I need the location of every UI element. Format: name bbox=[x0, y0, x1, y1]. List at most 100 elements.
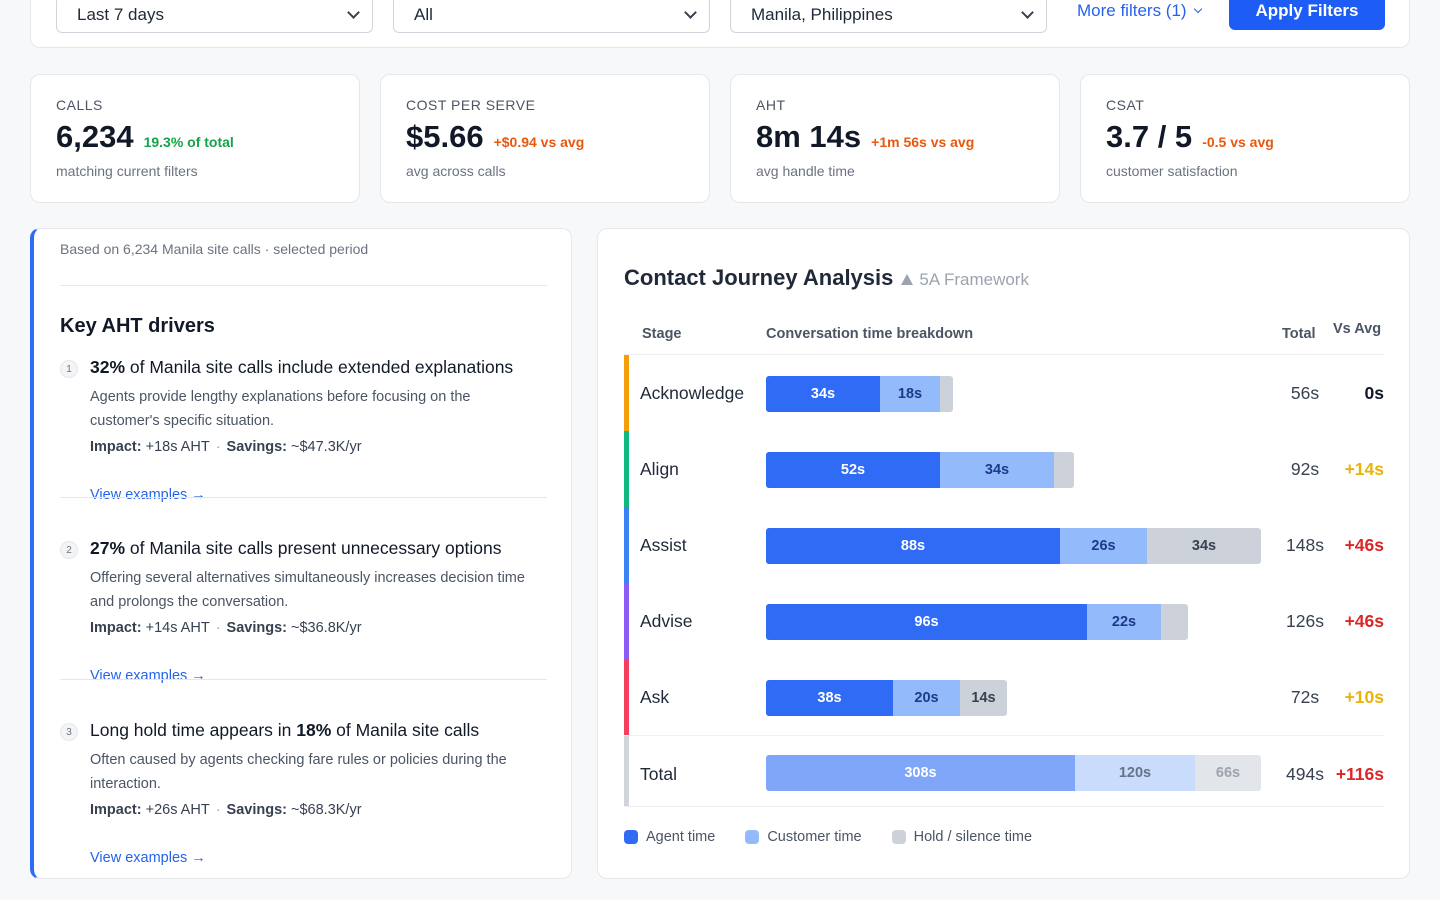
period-select-value: Last 7 days bbox=[77, 4, 164, 24]
site-select[interactable]: Manila, Philippines bbox=[730, 0, 1047, 33]
driver-headline-percent: 32% bbox=[90, 357, 126, 377]
legend-label: Hold / silence time bbox=[913, 829, 1033, 845]
apply-filters-button[interactable]: Apply Filters bbox=[1229, 0, 1385, 30]
driver-headline: 32% of Manila site calls include extende… bbox=[90, 357, 550, 378]
chevron-down-icon bbox=[1193, 4, 1202, 13]
stage-color-bar bbox=[624, 659, 629, 735]
driver-headline: Long hold time appears in 18% of Manila … bbox=[90, 720, 550, 741]
stage-name: Align bbox=[640, 459, 679, 479]
divider bbox=[60, 497, 547, 498]
driver-headline-prefix: Long hold time appears in bbox=[90, 720, 297, 740]
view-examples-link[interactable]: View examples → bbox=[90, 850, 206, 866]
driver-item: 2 27% of Manila site calls present unnece… bbox=[60, 538, 550, 685]
stage-total: 92s bbox=[1290, 459, 1320, 479]
legend-item: Hold / silence time bbox=[891, 829, 1033, 845]
kpi-value-row: $5.66 +$0.94 vs avg bbox=[406, 119, 684, 155]
stage-total: 494s bbox=[1286, 764, 1324, 784]
segment-select-value: All bbox=[414, 4, 433, 24]
legend-item: Customer time bbox=[745, 829, 862, 845]
impact-value: +18s AHT bbox=[145, 439, 210, 455]
divider bbox=[60, 285, 547, 286]
savings-value: ~$36.8K/yr bbox=[291, 620, 362, 636]
customer-time-segment: 18s bbox=[880, 376, 940, 412]
triangle-icon bbox=[901, 274, 914, 285]
col-header-stage: Stage bbox=[642, 326, 682, 342]
hold-time-segment bbox=[1161, 604, 1188, 640]
contact-journey-panel: Contact Journey Analysis 5A Framework St… bbox=[597, 228, 1410, 879]
kpi-value-row: 8m 14s +1m 56s vs avg bbox=[756, 119, 1034, 155]
separator-dot-icon: · bbox=[215, 620, 221, 636]
driver-headline-text: of Manila site calls include extended ex… bbox=[125, 357, 514, 377]
kpi-subtext: matching current filters bbox=[56, 163, 198, 179]
header-divider bbox=[624, 354, 1384, 355]
stage-total: 148s bbox=[1286, 535, 1324, 555]
kpi-card: COST PER SERVE $5.66 +$0.94 vs avg avg acro… bbox=[380, 74, 710, 203]
driver-headline-text: of Manila site calls bbox=[331, 720, 480, 740]
view-examples-link[interactable]: View examples → bbox=[90, 668, 206, 684]
kpi-card: CSAT 3.7 / 5 -0.5 vs avg customer satisfact… bbox=[1080, 74, 1410, 203]
kpi-delta: 19.3% of total bbox=[143, 134, 234, 150]
stage-row: Acknowledge 34s 18s 56s 0s bbox=[624, 355, 1384, 431]
stage-color-bar bbox=[624, 736, 629, 806]
stage-vs-avg: +14s bbox=[1344, 459, 1384, 479]
stage-row: Ask 38s 20s 14s 72s +10s bbox=[624, 659, 1384, 735]
kpi-delta: -0.5 vs avg bbox=[1202, 134, 1274, 150]
driver-description: Offering several alternatives simultaneo… bbox=[90, 570, 525, 610]
driver-headline: 27% of Manila site calls present unneces… bbox=[90, 538, 550, 559]
savings-label: Savings: bbox=[226, 439, 287, 455]
kpi-subtext: customer satisfaction bbox=[1106, 163, 1238, 179]
agent-time-segment: 308s bbox=[766, 755, 1075, 791]
divider bbox=[60, 679, 547, 680]
legend-swatch bbox=[624, 830, 638, 844]
segment-select[interactable]: All bbox=[393, 0, 710, 33]
stage-row: Align 52s 34s 92s +14s bbox=[624, 431, 1384, 507]
period-select[interactable]: Last 7 days bbox=[56, 0, 373, 33]
customer-time-segment: 34s bbox=[940, 452, 1054, 488]
hold-time-segment bbox=[1054, 452, 1074, 488]
journey-title-text: Contact Journey Analysis bbox=[624, 265, 894, 290]
journey-subtitle-text: 5A Framework bbox=[919, 269, 1029, 289]
kpi-card: AHT 8m 14s +1m 56s vs avg avg handle time bbox=[730, 74, 1060, 203]
stage-bar-chart: 52s 34s bbox=[766, 452, 1074, 488]
agent-time-segment: 88s bbox=[766, 528, 1060, 564]
stage-color-bar bbox=[624, 583, 629, 659]
kpi-delta: +$0.94 vs avg bbox=[493, 134, 585, 150]
more-filters-label: More filters (1) bbox=[1077, 1, 1187, 20]
journey-subtitle: 5A Framework bbox=[901, 270, 1029, 290]
driver-number-badge: 2 bbox=[60, 541, 78, 559]
driver-headline-percent: 18% bbox=[296, 720, 332, 740]
chevron-down-icon bbox=[1021, 5, 1034, 19]
stage-name: Ask bbox=[640, 687, 670, 707]
savings-value: ~$47.3K/yr bbox=[291, 439, 362, 455]
stage-color-bar bbox=[624, 355, 629, 431]
kpi-value: 3.7 / 5 bbox=[1106, 119, 1193, 154]
stage-name: Total bbox=[640, 764, 677, 784]
stage-color-bar bbox=[624, 507, 629, 583]
driver-headline-percent: 27% bbox=[90, 538, 126, 558]
driver-number-badge: 1 bbox=[60, 360, 78, 378]
stage-total: 56s bbox=[1290, 383, 1320, 403]
col-header-breakdown: Conversation time breakdown bbox=[766, 326, 974, 342]
agent-time-segment: 34s bbox=[766, 376, 880, 412]
driver-item: 1 32% of Manila site calls include extend… bbox=[60, 357, 550, 504]
view-examples-link[interactable]: View examples → bbox=[90, 487, 206, 503]
kpi-value: 8m 14s bbox=[756, 119, 862, 154]
separator-dot-icon: · bbox=[215, 802, 221, 818]
kpi-subtext: avg handle time bbox=[756, 163, 855, 179]
stage-bar-chart: 96s 22s bbox=[766, 604, 1188, 640]
more-filters-button[interactable]: More filters (1) bbox=[1077, 1, 1202, 21]
stage-total: 126s bbox=[1286, 611, 1324, 631]
chart-legend: Agent time Customer time Hold / silence ti… bbox=[624, 829, 1032, 845]
hold-time-segment bbox=[940, 376, 953, 412]
stage-color-bar bbox=[624, 431, 629, 507]
kpi-delta: +1m 56s vs avg bbox=[871, 134, 975, 150]
drivers-context-text: Based on 6,234 Manila site calls · selec… bbox=[60, 241, 369, 257]
driver-item: 3 Long hold time appears in 18% of Manila… bbox=[60, 720, 550, 867]
kpi-label: CSAT bbox=[1106, 97, 1145, 113]
stage-vs-avg: +10s bbox=[1344, 687, 1384, 707]
kpi-label: CALLS bbox=[56, 97, 103, 113]
savings-value: ~$68.3K/yr bbox=[291, 802, 362, 818]
site-select-value: Manila, Philippines bbox=[751, 4, 893, 24]
hold-time-segment: 66s bbox=[1195, 755, 1261, 791]
driver-number-badge: 3 bbox=[60, 723, 78, 741]
